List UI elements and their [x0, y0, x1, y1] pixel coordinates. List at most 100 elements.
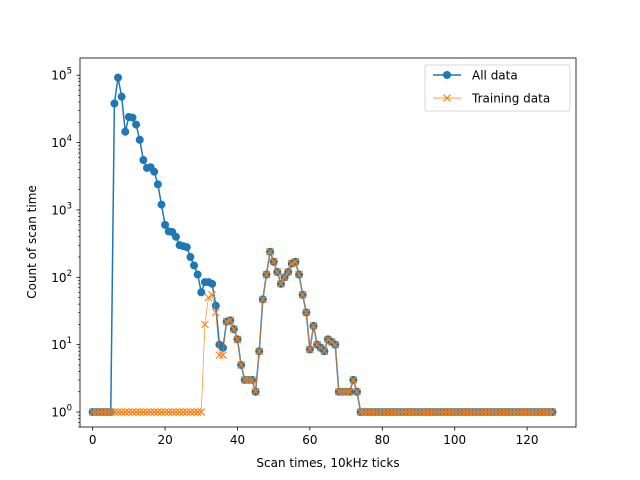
data-point-all-data: [117, 92, 126, 101]
data-point-training-data: [248, 376, 256, 384]
y-tick-label: 104: [51, 134, 72, 150]
data-point-training-data: [266, 247, 274, 256]
data-point-all-data: [161, 220, 170, 229]
data-point-all-data: [186, 253, 195, 262]
data-point-training-data: [490, 408, 499, 416]
data-point-training-data: [479, 408, 488, 416]
data-point-training-data: [204, 293, 213, 302]
data-point-training-data: [269, 257, 278, 266]
data-point-training-data: [201, 320, 209, 329]
data-point-training-data: [302, 308, 311, 317]
data-point-training-data: [353, 387, 361, 396]
data-point-training-data: [447, 408, 455, 416]
data-point-training-data: [497, 408, 506, 416]
data-point-training-data: [436, 408, 445, 416]
data-point-all-data: [132, 120, 141, 129]
legend-label-training-data: Training data: [471, 92, 550, 106]
data-point-all-data: [150, 167, 159, 176]
data-point-training-data: [476, 408, 484, 416]
data-point-training-data: [121, 408, 130, 416]
data-point-training-data: [143, 408, 151, 416]
x-tick-label: 0: [89, 433, 97, 447]
data-point-training-data: [371, 408, 379, 416]
data-point-training-data: [255, 347, 264, 356]
series-layer: [88, 73, 557, 417]
data-point-training-data: [334, 387, 343, 396]
data-point-training-data: [407, 408, 416, 416]
data-point-training-data: [175, 408, 184, 416]
data-point-training-data: [461, 408, 470, 416]
data-point-training-data: [508, 408, 517, 416]
data-point-training-data: [208, 290, 217, 299]
legend-box: [424, 64, 571, 112]
data-point-training-data: [215, 351, 224, 360]
data-point-training-data: [367, 408, 376, 416]
data-point-all-data: [157, 200, 166, 209]
data-point-training-data: [92, 408, 101, 416]
data-point-training-data: [537, 408, 546, 416]
x-tick-label: 80: [375, 433, 390, 447]
legend-label-all-data: All data: [472, 69, 518, 83]
data-point-training-data: [277, 279, 285, 288]
data-point-training-data: [117, 408, 126, 416]
y-axis: 100 101 102 103 104 105: [51, 67, 80, 428]
x-tick-label: 100: [443, 433, 466, 447]
data-point-training-data: [309, 322, 318, 330]
data-point-training-data: [197, 408, 206, 416]
data-point-training-data: [403, 408, 412, 416]
y-tick-label: 101: [51, 336, 72, 352]
data-point-all-data: [139, 156, 148, 165]
data-point-all-data: [153, 180, 162, 189]
data-point-all-data: [219, 343, 228, 352]
data-point-training-data: [186, 408, 195, 416]
data-point-training-data: [519, 408, 528, 416]
data-point-training-data: [298, 290, 307, 299]
data-point-training-data: [342, 387, 350, 396]
data-point-training-data: [262, 270, 271, 279]
data-point-training-data: [251, 387, 260, 396]
data-point-training-data: [338, 387, 347, 396]
x-tick-label: 20: [157, 433, 172, 447]
data-point-training-data: [526, 408, 535, 416]
data-point-training-data: [110, 408, 119, 416]
data-point-training-data: [429, 408, 437, 416]
data-point-all-data: [171, 232, 180, 241]
data-point-training-data: [139, 408, 148, 416]
x-tick-label: 60: [302, 433, 317, 447]
y-tick-label: 100: [51, 404, 72, 420]
data-point-training-data: [219, 351, 227, 360]
data-point-training-data: [168, 408, 177, 416]
data-point-training-data: [229, 325, 238, 334]
data-point-all-data: [190, 261, 199, 270]
data-point-training-data: [458, 408, 466, 416]
data-point-training-data: [153, 408, 162, 416]
data-point-training-data: [374, 408, 383, 416]
data-point-training-data: [392, 408, 401, 416]
data-point-training-data: [450, 408, 459, 416]
data-point-training-data: [233, 335, 242, 344]
data-point-training-data: [327, 338, 336, 346]
data-point-all-data: [182, 243, 191, 252]
data-point-training-data: [465, 408, 474, 416]
data-point-all-data: [193, 270, 202, 279]
data-point-training-data: [472, 408, 481, 416]
data-point-training-data: [291, 257, 300, 266]
data-point-training-data: [432, 408, 441, 416]
data-point-all-data: [110, 99, 119, 108]
data-point-training-data: [515, 408, 524, 416]
data-point-training-data: [541, 408, 550, 416]
data-point-training-data: [103, 408, 112, 416]
data-point-training-data: [273, 268, 282, 276]
data-point-training-data: [363, 408, 372, 416]
data-point-all-data: [211, 301, 220, 310]
data-point-training-data: [418, 408, 427, 416]
legend-marker-training-data: [443, 94, 451, 102]
data-point-training-data: [421, 408, 430, 416]
data-point-training-data: [164, 408, 173, 416]
data-point-training-data: [88, 408, 97, 416]
data-point-training-data: [396, 408, 405, 416]
data-point-training-data: [172, 408, 180, 416]
data-point-training-data: [179, 408, 188, 416]
data-point-all-data: [197, 288, 206, 297]
data-point-training-data: [385, 408, 394, 416]
